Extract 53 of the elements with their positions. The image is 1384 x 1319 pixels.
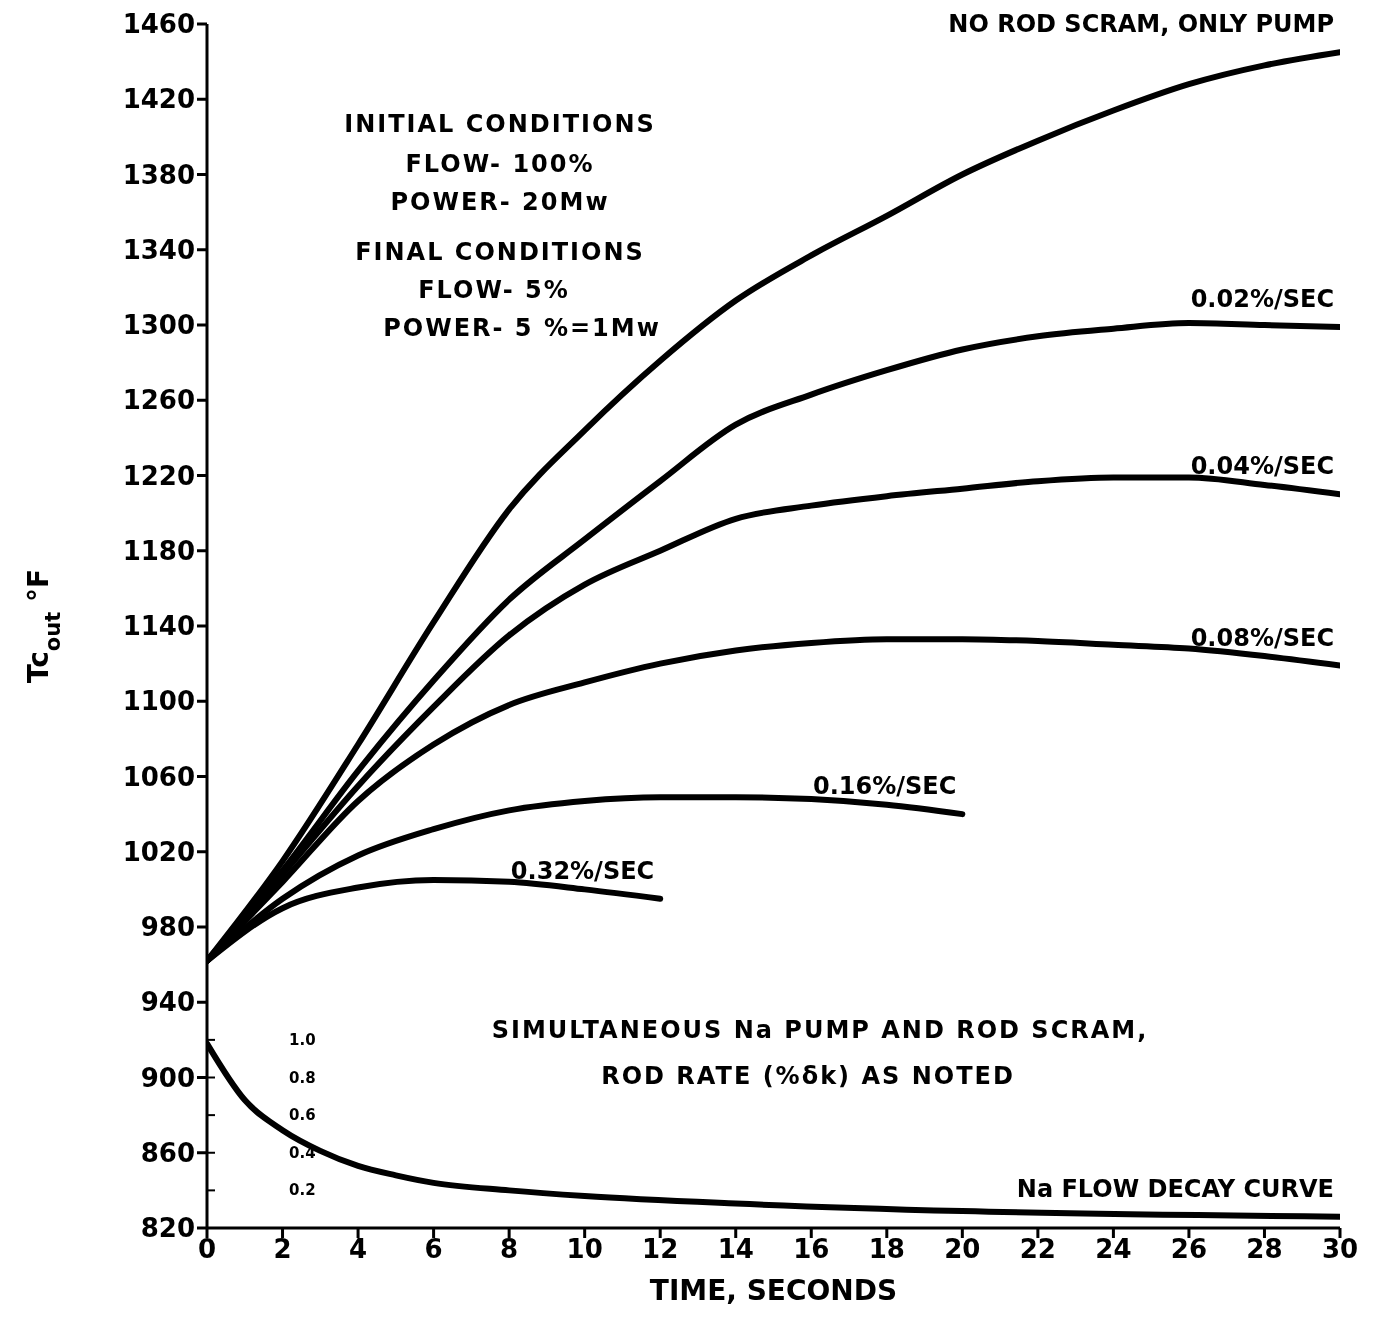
x-tick-label: 0 (197, 1234, 217, 1265)
series-label: 0.02%/SEC (1190, 284, 1334, 313)
x-tick-label: 30 (1321, 1234, 1359, 1265)
y2-tick-label: 1.0 (289, 1030, 316, 1049)
series-label: 0.04%/SEC (1190, 452, 1334, 481)
y-tick-label: 1060 (122, 761, 195, 792)
y2-tick-label: 0.6 (289, 1106, 316, 1125)
x-tick-label: 16 (793, 1234, 830, 1265)
y-tick-label: 940 (140, 987, 195, 1018)
y2-tick-label: 0.2 (289, 1181, 316, 1200)
annotation: FLOW- 100% (405, 150, 595, 178)
x-tick-label: 4 (349, 1234, 368, 1265)
y-tick-label: 1140 (122, 611, 195, 642)
series-label: 0.16%/SEC (813, 772, 957, 801)
x-tick-label: 18 (868, 1234, 905, 1265)
x-tick-label: 6 (424, 1234, 443, 1265)
annotation: POWER- 20Mw (390, 188, 610, 216)
y-tick-label: 1300 (122, 310, 195, 341)
y-tick-label: 820 (140, 1213, 195, 1244)
y2-tick-label: 0.8 (289, 1068, 316, 1087)
x-tick-label: 14 (717, 1234, 754, 1265)
x-tick-label: 28 (1246, 1234, 1283, 1265)
annotation: SIMULTANEOUS Na PUMP AND ROD SCRAM, (491, 1016, 1149, 1044)
y-tick-label: 1020 (122, 836, 195, 867)
y-tick-label: 1380 (122, 159, 195, 190)
annotation: INITIAL CONDITIONS (344, 110, 656, 138)
series-label: Na FLOW DECAY CURVE (1016, 1174, 1334, 1203)
x-axis-title: TIME, SECONDS (649, 1274, 898, 1307)
series-label: NO ROD SCRAM, ONLY PUMP (948, 10, 1334, 39)
x-tick-label: 24 (1095, 1234, 1132, 1265)
y-tick-label: 900 (140, 1062, 195, 1093)
x-tick-label: 8 (500, 1234, 519, 1265)
annotation: FLOW- 5% (418, 276, 570, 304)
y-tick-label: 860 (140, 1137, 195, 1168)
y-tick-label: 1100 (122, 686, 195, 717)
y-tick-label: 980 (140, 912, 195, 943)
x-tick-label: 12 (642, 1234, 679, 1265)
y-tick-label: 1220 (122, 460, 195, 491)
annotation: POWER- 5 %=1Mw (383, 314, 661, 342)
annotation: ROD RATE (%δk) AS NOTED (601, 1062, 1015, 1090)
y-tick-label: 1260 (122, 385, 195, 416)
series-label: 0.08%/SEC (1190, 623, 1334, 652)
y-tick-label: 1420 (122, 84, 195, 115)
y-tick-label: 1180 (122, 535, 195, 566)
y-tick-label: 1460 (122, 9, 195, 40)
annotation: FINAL CONDITIONS (355, 238, 645, 266)
x-tick-label: 22 (1019, 1234, 1056, 1265)
series-label: 0.32%/SEC (510, 856, 655, 885)
x-tick-label: 26 (1170, 1234, 1208, 1265)
x-tick-label: 10 (566, 1234, 603, 1265)
x-tick-label: 2 (273, 1234, 292, 1265)
x-tick-label: 20 (944, 1234, 981, 1265)
y-tick-label: 1340 (122, 234, 195, 265)
